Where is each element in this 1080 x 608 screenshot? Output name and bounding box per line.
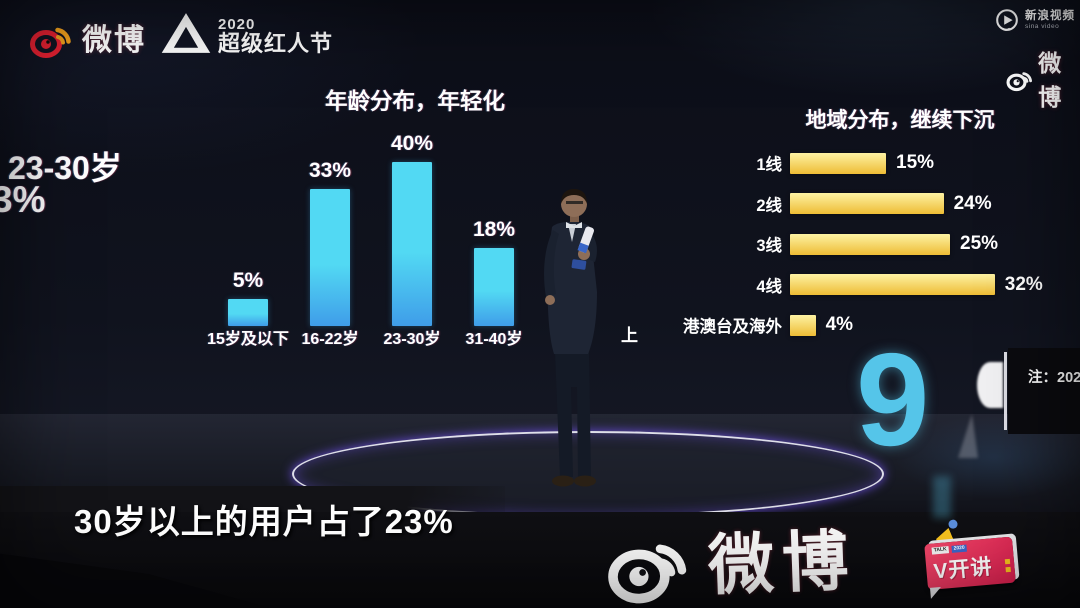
age-chart-title: 年龄分布，年轻化 bbox=[324, 89, 505, 114]
region-bar-category: 港澳台及海外 bbox=[683, 318, 782, 337]
region-bar bbox=[790, 193, 944, 215]
region-bar-category: 3线 bbox=[756, 237, 782, 256]
region-bar bbox=[790, 233, 950, 255]
age-bar-category: 31-40岁 bbox=[465, 331, 523, 348]
vtalk-badge-title: V开讲 bbox=[932, 555, 994, 584]
badge-tail bbox=[930, 586, 942, 599]
background-digit: 9 bbox=[856, 326, 930, 473]
age-bar-group: 33% 16-22岁 bbox=[289, 116, 371, 352]
age-bar-value: 5% bbox=[232, 268, 264, 292]
region-bar-row: 2线 24% bbox=[682, 184, 1080, 225]
weibo-eye-icon bbox=[594, 513, 701, 608]
vtalk-badge-card: TALK 2020 V开讲 bbox=[924, 536, 1016, 599]
note-text: 注：202 bbox=[1028, 370, 1080, 386]
side-screen-age-value: 3% bbox=[0, 179, 46, 220]
age-bar-group: 5% 15岁及以下 bbox=[207, 116, 289, 352]
stage-logo-text: 微博 bbox=[706, 523, 858, 603]
festival-name: 超级红人节 bbox=[218, 31, 334, 56]
age-bar bbox=[474, 247, 514, 326]
age-bar-category: 16-22岁 bbox=[301, 331, 359, 348]
vtalk-badge: TALK 2020 V开讲 bbox=[923, 519, 1024, 599]
sina-video-subtext: sina video bbox=[1025, 23, 1060, 30]
region-chart: 1线 15% 2线 24% 3线 25% 4线 32% 港澳台及海外 4% bbox=[682, 143, 1080, 346]
sina-video-logo: 新浪视频 sina video bbox=[993, 7, 1075, 35]
region-bar-value: 24% bbox=[953, 192, 992, 214]
region-bar bbox=[790, 274, 995, 296]
age-bar-value: 40% bbox=[390, 132, 434, 155]
badge-dots bbox=[1004, 558, 1011, 573]
region-bar bbox=[790, 314, 816, 336]
subtitle-caption: 30岁以上的用户占了23% bbox=[74, 503, 454, 540]
region-bar-category: 1线 bbox=[756, 156, 782, 175]
weibo-logo-topright: 微博 bbox=[1004, 44, 1080, 112]
age-partial-hidden-label: 上 bbox=[621, 326, 638, 345]
region-chart-title: 地域分布，继续下沉 bbox=[805, 109, 995, 132]
sina-video-name: 新浪视频 bbox=[1025, 10, 1075, 22]
age-bar-value: 18% bbox=[472, 217, 516, 241]
region-bar bbox=[790, 152, 886, 174]
weibo-eye-icon bbox=[26, 12, 76, 62]
region-bar-value: 4% bbox=[825, 314, 854, 336]
festival-year: 2020 bbox=[218, 16, 256, 33]
festival-triangle-icon bbox=[160, 10, 212, 56]
age-bar-group: 40% 23-30岁 bbox=[371, 116, 453, 352]
region-bar-category: 4线 bbox=[756, 277, 782, 296]
region-bar-row: 3线 25% bbox=[682, 224, 1080, 265]
weibo-logo-topleft: 微博 bbox=[26, 12, 146, 62]
side-screen-age-label: 23-30岁 bbox=[8, 150, 122, 186]
screen-edge-line bbox=[1004, 352, 1007, 430]
background-white-shape bbox=[977, 362, 1003, 408]
age-bar bbox=[392, 162, 432, 326]
weibo-logo-text: 微博 bbox=[82, 24, 146, 57]
region-bar-row: 1线 15% bbox=[682, 143, 1080, 184]
region-bar-category: 2线 bbox=[756, 196, 782, 215]
background-side-panel bbox=[1008, 348, 1080, 434]
weibo-stage-logo: 微博 bbox=[594, 507, 857, 608]
region-bar-value: 25% bbox=[960, 233, 999, 255]
sina-video-play-icon bbox=[996, 9, 1018, 31]
region-bar-row: 4线 32% bbox=[682, 265, 1080, 306]
age-chart: 5% 15岁及以下 33% 16-22岁 40% 23-30岁 18% 31-40岁 bbox=[207, 116, 535, 352]
presenter bbox=[544, 189, 597, 487]
digit-reflection bbox=[933, 476, 951, 518]
region-bar-row: 港澳台及海外 4% bbox=[682, 305, 1080, 346]
region-bar-value: 15% bbox=[896, 152, 935, 174]
badge-tag: 2020 bbox=[951, 544, 968, 553]
age-bar-group: 18% 31-40岁 bbox=[453, 116, 535, 352]
festival-logo: 2020 超级红人节 bbox=[160, 10, 333, 56]
age-bar bbox=[228, 298, 268, 326]
weibo-eye-icon bbox=[1004, 60, 1035, 96]
background-reflection bbox=[958, 414, 978, 458]
age-bar-category: 15岁及以下 bbox=[207, 331, 289, 348]
age-bar-category: 23-30岁 bbox=[383, 331, 441, 348]
age-bar bbox=[310, 189, 350, 326]
weibo-corner-text: 微博 bbox=[1038, 50, 1063, 110]
age-bar-value: 33% bbox=[308, 159, 352, 183]
region-bar-value: 32% bbox=[1004, 273, 1043, 295]
